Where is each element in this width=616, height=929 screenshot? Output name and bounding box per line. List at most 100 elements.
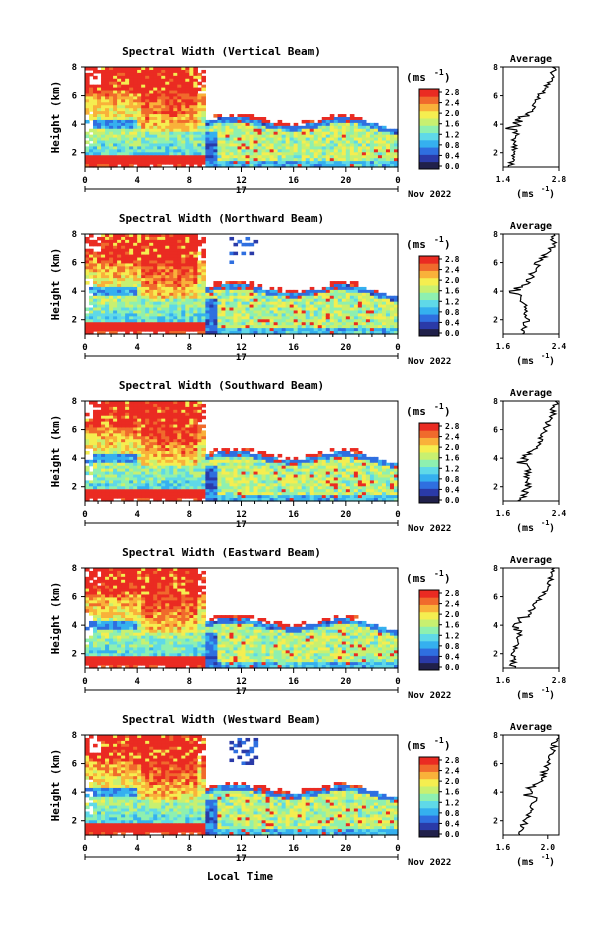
heatmap (85, 234, 399, 335)
colorbar-frame (418, 88, 440, 170)
x-tick-label: 20 (340, 176, 351, 186)
average-y-tick-label: 2 (493, 650, 498, 659)
colorbar-tick-label: 0.0 (445, 663, 460, 672)
colorbar: 0.0 0.40.8 1.21.6 2.02.4 2.8 (418, 255, 460, 338)
x-tick-label: 0 (82, 510, 87, 520)
x-tick-label: 16 (288, 343, 299, 353)
y-tick-label: 6 (72, 92, 77, 102)
colorbar-swatch (419, 263, 439, 271)
x-tick-label: 0 (395, 510, 400, 520)
colorbar-swatch (419, 619, 439, 627)
colorbar-swatch (419, 277, 439, 286)
colorbar-frame (418, 589, 440, 671)
colorbar-swatch (419, 793, 439, 802)
colorbar-swatch (419, 815, 439, 823)
x-tick-label: 12 (236, 176, 247, 186)
colorbar-swatch (419, 285, 439, 293)
average-profile-line (516, 400, 559, 502)
colorbar-unit-close: ) (444, 238, 451, 251)
colorbar-tick-label: 0.8 (445, 308, 460, 317)
x-tick-label: 16 (288, 176, 299, 186)
average-y-tick-label: 4 (493, 788, 498, 797)
colorbar-tick-label: 1.2 (445, 798, 460, 807)
average-unit: (ms (516, 690, 534, 701)
average-x-tick-label: 2.4 (552, 509, 567, 518)
x-tick-label: 0 (395, 844, 400, 854)
colorbar-unit: (ms (406, 739, 426, 752)
average-frame (502, 567, 560, 669)
colorbar: 0.0 0.40.8 1.21.6 2.02.4 2.8 (418, 589, 460, 672)
colorbar-swatch (419, 626, 439, 635)
colorbar: 0.0 0.40.8 1.21.6 2.02.4 2.8 (418, 756, 460, 839)
colorbar-swatch (419, 110, 439, 119)
average-title: Average (510, 221, 552, 232)
average-y-tick-label: 4 (493, 120, 498, 129)
colorbar-tick-label: 0.4 (445, 652, 460, 661)
colorbar-tick-label: 2.4 (445, 433, 460, 442)
average-y-tick-label: 8 (493, 564, 498, 573)
panel-4: Spectral Width (Westward Beam) 2 4 6 8 Height… (49, 713, 560, 868)
average-title: Average (510, 388, 552, 399)
x-tick-label: 8 (187, 343, 192, 353)
colorbar-tick-label: 2.8 (445, 88, 460, 97)
x-tick-label: 20 (340, 677, 351, 687)
panel-1: Spectral Width (Northward Beam) 2 4 6 8 Heigh… (49, 212, 566, 367)
colorbar-swatch (419, 452, 439, 460)
colorbar-swatch (419, 459, 439, 468)
colorbar-tick-label: 2.4 (445, 767, 460, 776)
average-unit-exp: -1 (541, 519, 549, 527)
colorbar-frame (418, 422, 440, 504)
average-title: Average (510, 722, 552, 733)
average-unit-exp: -1 (541, 352, 549, 360)
average-y-tick-label: 8 (493, 397, 498, 406)
average-x-tick-label: 1.4 (496, 175, 511, 184)
average-unit-close: ) (549, 523, 555, 534)
y-tick-label: 8 (72, 230, 77, 240)
average-y-tick-label: 6 (493, 426, 498, 435)
colorbar-swatch (419, 430, 439, 438)
average-title: Average (510, 54, 552, 65)
colorbar: 0.0 0.40.8 1.21.6 2.02.4 2.8 (418, 422, 460, 505)
x-tick-label: 4 (134, 510, 140, 520)
colorbar-tick-label: 2.8 (445, 422, 460, 431)
colorbar-tick-label: 1.6 (445, 120, 460, 129)
average-y-tick-label: 8 (493, 230, 498, 239)
colorbar-unit-exp: -1 (434, 402, 444, 411)
y-tick-label: 2 (72, 483, 77, 493)
colorbar-swatch (419, 466, 439, 475)
panel-title: Spectral Width (Westward Beam) (122, 713, 321, 726)
colorbar-swatch (419, 256, 439, 264)
average-y-tick-label: 6 (493, 259, 498, 268)
average-profile-line (505, 66, 557, 168)
y-axis-label: Height (km) (49, 248, 62, 321)
month-label: Nov 2022 (408, 524, 451, 534)
colorbar-swatch (419, 125, 439, 134)
colorbar-swatch (419, 495, 439, 504)
colorbar-tick-label: 2.4 (445, 600, 460, 609)
colorbar-tick-label: 1.6 (445, 454, 460, 463)
average-profile-line (508, 233, 558, 335)
x-tick-label: 12 (236, 343, 247, 353)
day-label: 17 (236, 186, 247, 196)
x-tick-label: 4 (134, 677, 140, 687)
average-x-tick-label: 2.8 (552, 676, 567, 685)
colorbar-tick-label: 2.0 (445, 443, 460, 452)
panel-title: Spectral Width (Northward Beam) (119, 212, 324, 225)
x-tick-label: 12 (236, 844, 247, 854)
month-label: Nov 2022 (408, 858, 451, 868)
average-frame (502, 66, 560, 168)
x-tick-label: 0 (82, 176, 87, 186)
colorbar-swatch (419, 611, 439, 620)
colorbar-tick-label: 1.2 (445, 297, 460, 306)
colorbar-tick-label: 1.6 (445, 788, 460, 797)
average-y-tick-label: 8 (493, 63, 498, 72)
colorbar-swatch (419, 147, 439, 155)
colorbar-tick-label: 1.6 (445, 287, 460, 296)
average-unit-close: ) (549, 189, 555, 200)
y-tick-label: 4 (72, 621, 78, 631)
colorbar-unit-close: ) (444, 739, 451, 752)
colorbar-tick-label: 0.0 (445, 496, 460, 505)
colorbar-unit-close: ) (444, 71, 451, 84)
colorbar-unit: (ms (406, 238, 426, 251)
panel-title: Spectral Width (Vertical Beam) (122, 45, 321, 58)
